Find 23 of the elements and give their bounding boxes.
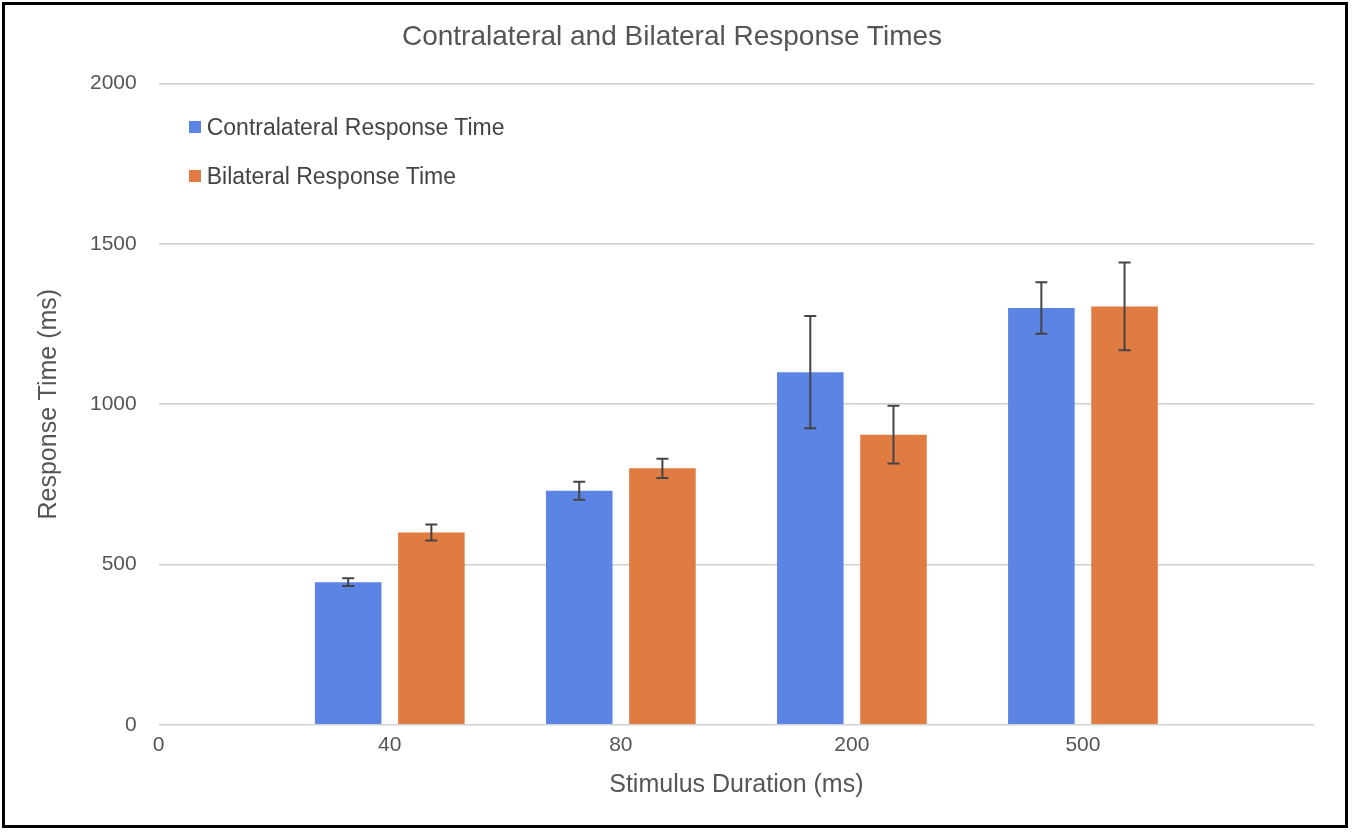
bar (860, 434, 927, 725)
bar (545, 490, 613, 725)
y-axis-title: Response Time (ms) (32, 288, 61, 520)
bar (777, 372, 844, 725)
y-tick-label: 500 (101, 551, 137, 575)
bar (314, 582, 382, 725)
bar (398, 532, 465, 725)
x-tick-label: 40 (378, 732, 402, 756)
y-tick-label: 1500 (90, 230, 137, 254)
bar (1091, 306, 1158, 725)
x-tick-label: 500 (1065, 732, 1101, 756)
legend-label: Contralateral Response Time (206, 113, 505, 141)
bar (1008, 308, 1075, 725)
y-tick-label: 0 (125, 711, 137, 735)
legend-label: Bilateral Response Time (206, 162, 456, 190)
x-tick-label: 200 (834, 732, 870, 756)
x-tick-label: 0 (152, 732, 165, 756)
y-tick-label: 2000 (90, 70, 137, 94)
y-tick-label: 1000 (90, 391, 137, 414)
x-axis-title: Stimulus Duration (ms) (609, 768, 864, 797)
chart-title: Contralateral and Bilateral Response Times (401, 19, 943, 51)
x-tick-label: 80 (609, 732, 633, 756)
bar (629, 468, 696, 725)
